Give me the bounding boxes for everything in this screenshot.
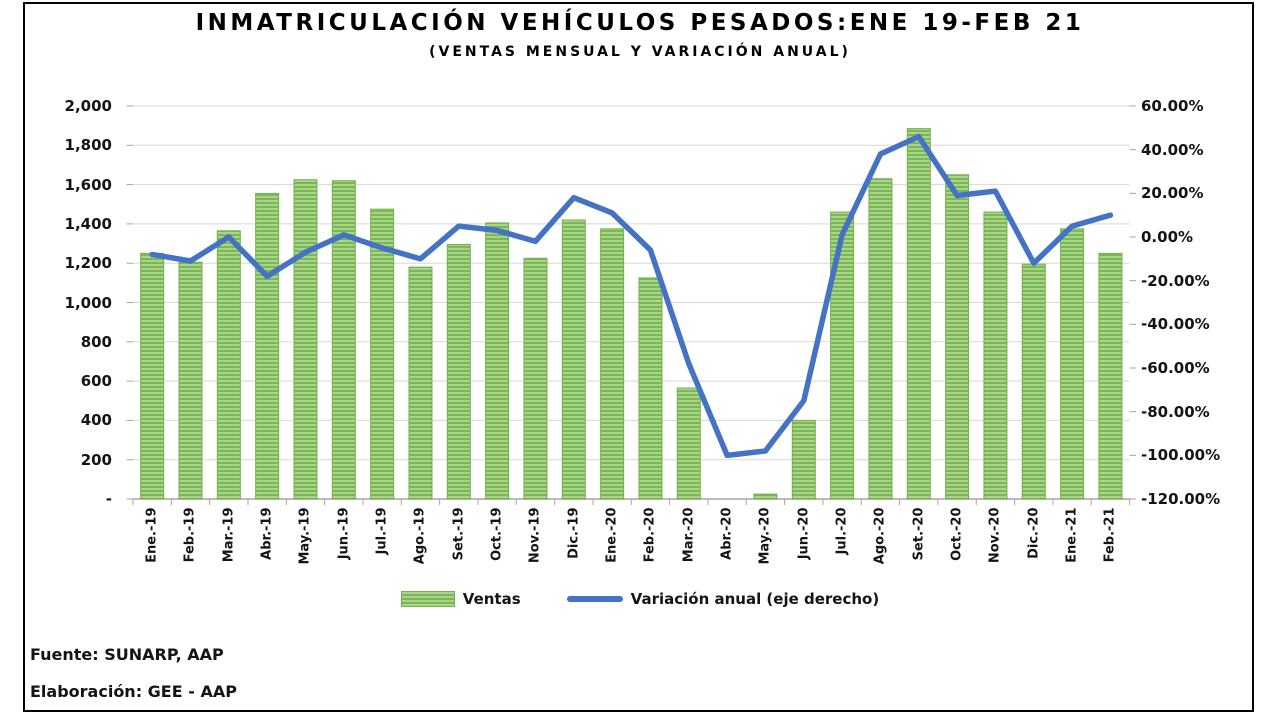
y-axis-right-label: 60.00% (1141, 97, 1204, 115)
y-axis-left-label: 1,400 (64, 214, 112, 233)
footer-elaboration: Elaboración: GEE - AAP (30, 682, 237, 701)
y-axis-right-label: -20.00% (1141, 271, 1210, 290)
x-axis-label: Abr.-19 (259, 507, 275, 560)
x-axis-label: Feb.-20 (642, 507, 658, 563)
y-axis-right-label: 40.00% (1141, 140, 1204, 159)
chart-title: INMATRICULACIÓN VEHÍCULOS PESADOS:ENE 19… (195, 10, 1085, 36)
x-axis-label: Mar.-19 (221, 507, 237, 563)
x-axis-label: Dic.-19 (566, 507, 582, 559)
y-axis-left-label: 1,600 (64, 175, 112, 194)
x-axis-label: Mar.-20 (681, 507, 697, 563)
y-axis-right-label: -40.00% (1141, 315, 1210, 334)
y-axis-right-label: 20.00% (1141, 184, 1204, 203)
y-axis-right-label: -120.00% (1141, 490, 1221, 508)
footer-source: Fuente: SUNARP, AAP (30, 645, 224, 664)
y-axis-left-label: 200 (80, 450, 112, 469)
x-axis-label: Set.-20 (911, 507, 927, 561)
y-axis-left-label: 1,000 (64, 293, 112, 312)
y-axis-left-label: 2,000 (64, 97, 112, 115)
y-axis-left-label: 800 (80, 332, 112, 351)
x-axis-label: Jul.-20 (834, 507, 850, 555)
x-axis-label: Ene.-20 (604, 507, 620, 563)
x-axis-label: Ago.-19 (412, 507, 428, 565)
legend-variacion-label: Variación anual (eje derecho) (630, 590, 880, 608)
y-axis-right-label: -100.00% (1141, 446, 1221, 465)
x-axis-label: Jul.-19 (374, 507, 390, 555)
x-axis-label: Oct.-19 (489, 507, 505, 561)
legend-ventas-label: Ventas (462, 590, 521, 608)
x-axis-label: Ago.-20 (872, 507, 888, 565)
variacion-line-swatch-icon (566, 596, 623, 602)
y-axis-right-label: 0.00% (1141, 228, 1194, 246)
x-axis-label: Ene.-19 (144, 507, 160, 563)
x-axis-label: May.-19 (297, 507, 313, 565)
x-axis-label: Oct.-20 (949, 507, 965, 561)
x-axis-label: Nov.-19 (527, 507, 543, 564)
x-axis-label: Jun.-19 (336, 507, 352, 560)
legend: Ventas Variación anual (eje derecho) (0, 590, 1280, 608)
x-axis-label: Nov.-20 (987, 507, 1003, 564)
y-axis-left-label: 400 (80, 411, 112, 430)
x-axis-label: May.-20 (757, 507, 773, 565)
chart-subtitle: (VENTAS MENSUAL Y VARIACIÓN ANUAL) (429, 44, 851, 60)
x-axis-label: Ene.-21 (1064, 507, 1080, 563)
ventas-bar-swatch-icon (400, 591, 455, 607)
y-axis-right-label: -60.00% (1141, 359, 1210, 377)
x-axis-label: Jun.-20 (796, 507, 812, 560)
y-axis-left-label: 1,800 (64, 136, 112, 155)
y-axis-left-label: - (105, 490, 112, 508)
x-axis-label: Feb.-19 (182, 507, 198, 563)
x-axis-label: Dic.-20 (1026, 507, 1042, 559)
legend-item-ventas: Ventas (400, 590, 521, 608)
y-axis-left-label: 1,200 (64, 254, 112, 273)
y-axis-left-label: 600 (80, 372, 112, 391)
x-axis-label: Feb.-21 (1102, 507, 1118, 563)
x-axis-label: Set.-19 (451, 507, 467, 561)
x-axis-label: Abr.-20 (719, 507, 735, 560)
legend-item-variacion: Variación anual (eje derecho) (566, 590, 880, 608)
y-axis-right-label: -80.00% (1141, 402, 1210, 421)
